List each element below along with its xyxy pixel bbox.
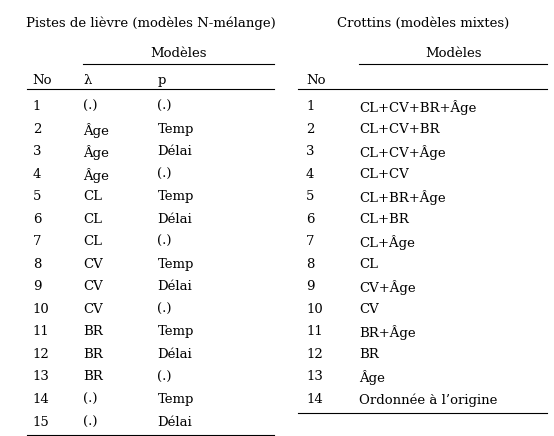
Text: CV: CV (359, 303, 379, 316)
Text: Délai: Délai (157, 280, 192, 293)
Text: BR: BR (83, 348, 103, 361)
Text: 10: 10 (306, 303, 322, 316)
Text: 2: 2 (33, 123, 41, 136)
Text: CL+BR+Âge: CL+BR+Âge (359, 190, 445, 205)
Text: Temp: Temp (157, 190, 194, 203)
Text: 6: 6 (33, 213, 41, 226)
Text: 4: 4 (33, 168, 41, 181)
Text: BR: BR (359, 348, 379, 361)
Text: 15: 15 (33, 416, 49, 429)
Text: Délai: Délai (157, 416, 192, 429)
Text: Délai: Délai (157, 348, 192, 361)
Text: (.): (.) (83, 100, 98, 113)
Text: CL+CV+BR: CL+CV+BR (359, 123, 439, 136)
Text: p: p (157, 74, 166, 87)
Text: CL: CL (83, 213, 102, 226)
Text: No: No (33, 74, 52, 87)
Text: 8: 8 (306, 258, 314, 271)
Text: Ordonnée à l’origine: Ordonnée à l’origine (359, 393, 497, 406)
Text: (.): (.) (157, 235, 172, 249)
Text: Temp: Temp (157, 325, 194, 338)
Text: 1: 1 (33, 100, 41, 113)
Text: (.): (.) (157, 371, 172, 384)
Text: 5: 5 (306, 190, 314, 203)
Text: 12: 12 (306, 348, 322, 361)
Text: Âge: Âge (83, 123, 109, 138)
Text: BR: BR (83, 325, 103, 338)
Text: CV: CV (83, 258, 103, 271)
Text: Temp: Temp (157, 258, 194, 271)
Text: CL: CL (359, 258, 378, 271)
Text: 9: 9 (33, 280, 41, 293)
Text: (.): (.) (157, 303, 172, 316)
Text: 3: 3 (306, 145, 315, 158)
Text: 11: 11 (33, 325, 49, 338)
Text: CL+BR: CL+BR (359, 213, 409, 226)
Text: 9: 9 (306, 280, 315, 293)
Text: 5: 5 (33, 190, 41, 203)
Text: 8: 8 (33, 258, 41, 271)
Text: CV: CV (83, 303, 103, 316)
Text: 14: 14 (33, 393, 49, 406)
Text: BR: BR (83, 371, 103, 384)
Text: 2: 2 (306, 123, 314, 136)
Text: Âge: Âge (83, 145, 109, 160)
Text: Modèles: Modèles (425, 47, 481, 60)
Text: λ: λ (83, 74, 91, 87)
Text: Âge: Âge (359, 371, 385, 385)
Text: 3: 3 (33, 145, 41, 158)
Text: BR+Âge: BR+Âge (359, 325, 416, 341)
Text: 13: 13 (306, 371, 323, 384)
Text: (.): (.) (157, 168, 172, 181)
Text: CL+CV: CL+CV (359, 168, 409, 181)
Text: 13: 13 (33, 371, 50, 384)
Text: 4: 4 (306, 168, 314, 181)
Text: (.): (.) (83, 416, 98, 429)
Text: 12: 12 (33, 348, 49, 361)
Text: Temp: Temp (157, 393, 194, 406)
Text: (.): (.) (157, 100, 172, 113)
Text: CL+CV+BR+Âge: CL+CV+BR+Âge (359, 100, 476, 115)
Text: (.): (.) (83, 393, 98, 406)
Text: 11: 11 (306, 325, 322, 338)
Text: Modèles: Modèles (150, 47, 207, 60)
Text: 1: 1 (306, 100, 314, 113)
Text: 7: 7 (33, 235, 41, 249)
Text: Crottins (modèles mixtes): Crottins (modèles mixtes) (336, 17, 509, 30)
Text: 6: 6 (306, 213, 315, 226)
Text: CV+Âge: CV+Âge (359, 280, 416, 295)
Text: 10: 10 (33, 303, 49, 316)
Text: CL: CL (83, 235, 102, 249)
Text: Délai: Délai (157, 213, 192, 226)
Text: Délai: Délai (157, 145, 192, 158)
Text: 7: 7 (306, 235, 315, 249)
Text: CV: CV (83, 280, 103, 293)
Text: No: No (306, 74, 325, 87)
Text: 14: 14 (306, 393, 322, 406)
Text: CL: CL (83, 190, 102, 203)
Text: Pistes de lièvre (modèles N-mélange): Pistes de lièvre (modèles N-mélange) (26, 17, 276, 30)
Text: Temp: Temp (157, 123, 194, 136)
Text: Âge: Âge (83, 168, 109, 183)
Text: CL+Âge: CL+Âge (359, 235, 415, 250)
Text: CL+CV+Âge: CL+CV+Âge (359, 145, 445, 160)
